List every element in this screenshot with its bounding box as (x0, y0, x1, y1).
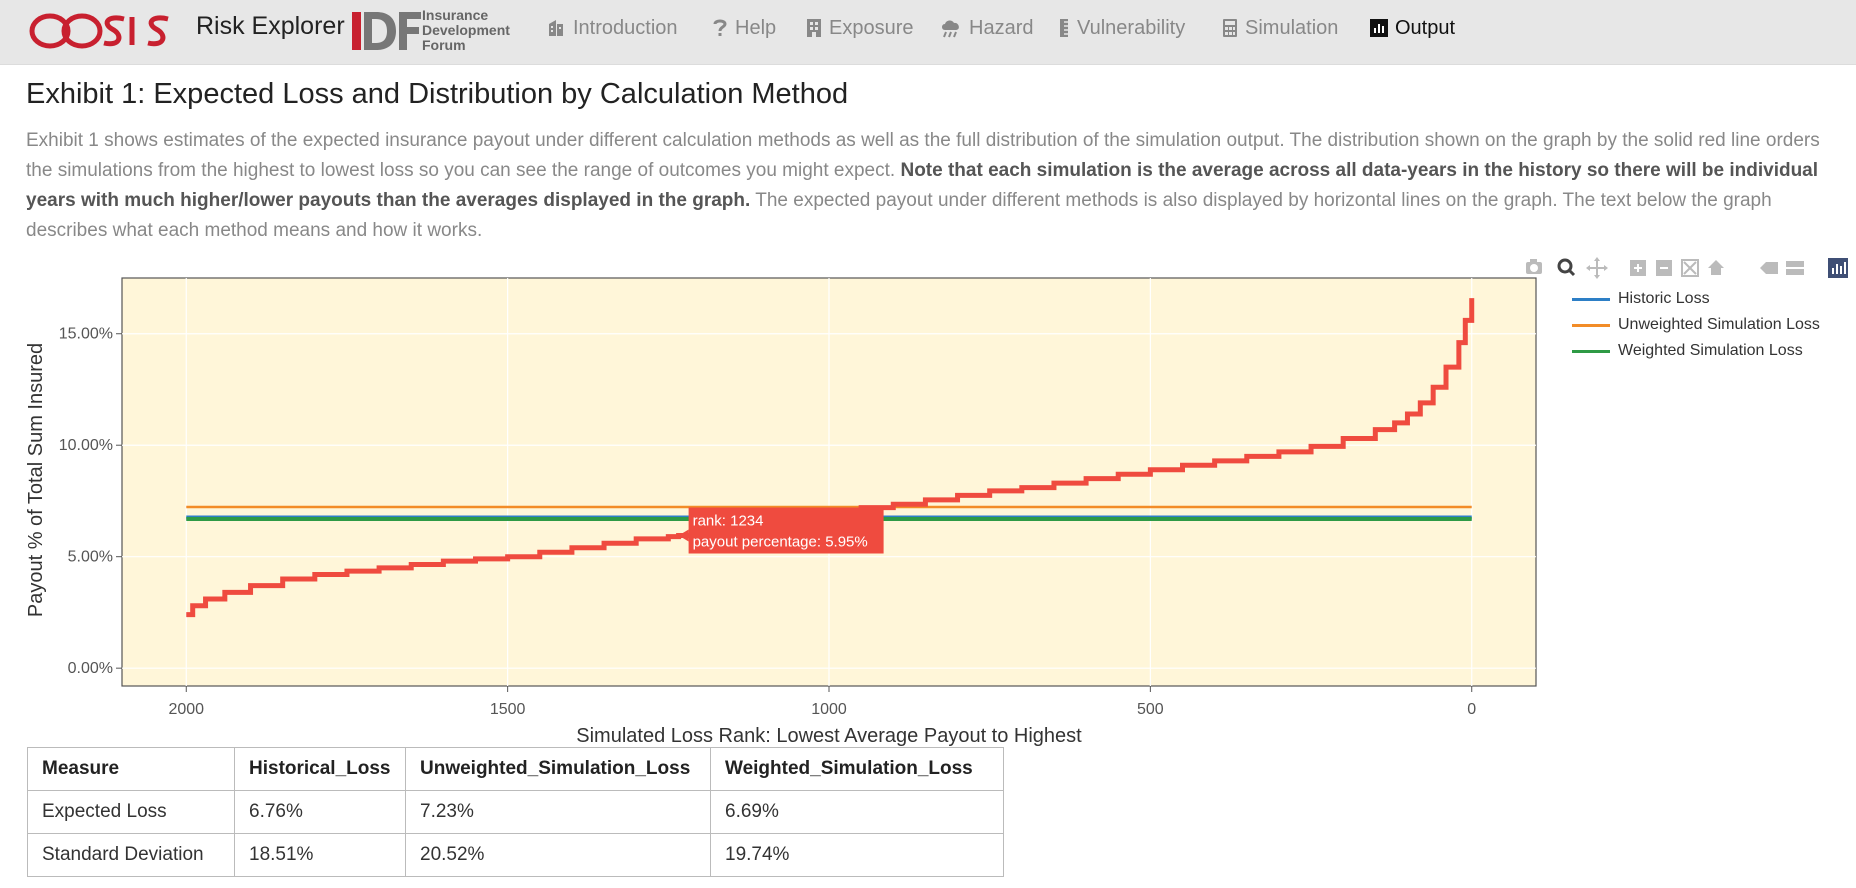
table-row: Standard Deviation 18.51% 20.52% 19.74% (27, 833, 1004, 877)
zoom-icon[interactable] (1557, 258, 1576, 277)
nav-label: Help (735, 16, 777, 39)
tooltip-payout: payout percentage: 5.95% (693, 534, 868, 551)
idf-logo-icon (352, 12, 421, 50)
x-tick-label: 1500 (490, 701, 526, 718)
table-header-row: Measure Historical_Loss Unweighted_Simul… (27, 747, 1004, 791)
desc-text: The expected payout under different meth… (26, 190, 1772, 241)
table-cell: Expected Loss (27, 790, 235, 834)
y-tick-labels: 0.00% 5.00% 10.00% 15.00% (59, 326, 113, 677)
calculator-icon (1222, 18, 1238, 38)
zoom-out-icon[interactable] (1656, 260, 1672, 276)
oasis-logo-icon (29, 13, 169, 49)
table-header: Historical_Loss (234, 747, 406, 791)
building-icon (806, 18, 822, 38)
gridlines (116, 278, 1536, 692)
table-cell: 6.76% (234, 790, 406, 834)
measures-table: Measure Historical_Loss Unweighted_Simul… (27, 747, 1004, 877)
legend-label: Historic Loss (1618, 290, 1710, 307)
table-cell: 20.52% (405, 833, 711, 877)
page-title: Exhibit 1: Expected Loss and Distributio… (26, 78, 849, 110)
y-tick-label: 5.00% (68, 549, 113, 566)
table-cell: 19.74% (710, 833, 1004, 877)
legend-swatch (1572, 323, 1610, 327)
table-row: Expected Loss 6.76% 7.23% 6.69% (27, 790, 1004, 834)
table-cell: 18.51% (234, 833, 406, 877)
tooltip-box (688, 507, 884, 554)
x-tick-label: 2000 (168, 701, 204, 718)
camera-icon[interactable] (1526, 259, 1542, 274)
pan-icon[interactable] (1586, 257, 1608, 279)
nav-label: Hazard (969, 16, 1034, 39)
page-description: Exhibit 1 shows estimates of the expecte… (26, 126, 1846, 246)
plotly-logo-icon[interactable] (1828, 258, 1848, 278)
x-tick-label: 500 (1137, 701, 1164, 718)
nav-simulation[interactable]: Simulation (1222, 0, 1338, 56)
table-cell: 6.69% (710, 790, 1004, 834)
x-axis-title: Simulated Loss Rank: Lowest Average Payo… (576, 725, 1082, 747)
table-header: Weighted_Simulation_Loss (710, 747, 1004, 791)
app-name: Risk Explorer (196, 12, 345, 40)
nav-label: Simulation (1245, 16, 1339, 39)
autoscale-icon[interactable] (1681, 259, 1699, 277)
nav-label: Introduction (573, 16, 678, 39)
nav-introduction[interactable]: Introduction (546, 0, 678, 56)
table-header: Measure (27, 747, 235, 791)
y-axis-title: Payout % of Total Sum Insured (25, 343, 47, 617)
nav-label: Vulnerability (1077, 16, 1186, 39)
table-cell: Standard Deviation (27, 833, 235, 877)
y-tick-label: 0.00% (68, 660, 113, 677)
nav-help[interactable]: Help (712, 0, 776, 56)
hover-tooltip: rank: 1234 payout percentage: 5.95% (678, 507, 884, 554)
nav-label: Output (1395, 16, 1456, 39)
tooltip-arrow (678, 529, 689, 542)
nav-exposure[interactable]: Exposure (806, 0, 914, 56)
chart-modebar (1526, 257, 1848, 279)
nav-output[interactable]: Output (1370, 0, 1455, 56)
table-header: Unweighted_Simulation_Loss (405, 747, 711, 791)
legend-item-weighted[interactable]: Weighted Simulation Loss (1572, 338, 1820, 364)
storm-cloud-icon (940, 18, 962, 38)
ruler-icon (1058, 18, 1070, 38)
nav-vulnerability[interactable]: Vulnerability (1058, 0, 1185, 56)
building-icon (546, 18, 566, 38)
legend-item-historic[interactable]: Historic Loss (1572, 286, 1820, 312)
top-navbar: Risk Explorer Insurance Development Foru… (0, 0, 1856, 65)
hover-compare-icon[interactable] (1786, 261, 1804, 275)
legend-swatch (1572, 297, 1610, 301)
y-tick-label: 10.00% (59, 437, 113, 454)
x-tick-label: 1000 (811, 701, 847, 718)
bar-chart-icon (1370, 19, 1388, 37)
question-icon (712, 18, 728, 38)
nav-hazard[interactable]: Hazard (940, 0, 1033, 56)
tooltip-rank: rank: 1234 (693, 513, 764, 530)
x-tick-labels: 2000 1500 1000 500 0 (168, 701, 1476, 718)
x-tick-label: 0 (1467, 701, 1476, 718)
loss-distribution-chart[interactable]: 0.00%5.00%10.00%15.00% 2000 1500 1000 500 0 … (0, 270, 1560, 750)
idf-logo-text: Insurance Development Forum (422, 7, 510, 53)
legend-item-unweighted[interactable]: Unweighted Simulation Loss (1572, 312, 1820, 338)
legend-label: Unweighted Simulation Loss (1618, 316, 1820, 333)
hover-closest-icon[interactable] (1760, 262, 1778, 274)
zoom-in-icon[interactable] (1630, 260, 1646, 276)
chart-legend: Historic Loss Unweighted Simulation Loss… (1572, 286, 1820, 364)
desc-text: Exhibit 1 shows estimates of the expecte… (26, 130, 1820, 181)
legend-label: Weighted Simulation Loss (1618, 342, 1803, 359)
table-cell: 7.23% (405, 790, 711, 834)
legend-swatch (1572, 349, 1610, 353)
y-tick-label: 15.00% (59, 326, 113, 343)
nav-label: Exposure (829, 16, 914, 39)
oasis-logo[interactable] (28, 6, 190, 56)
desc-bold-note: Note that each simulation is the average… (26, 160, 1819, 211)
reset-axes-icon[interactable] (1708, 260, 1724, 275)
